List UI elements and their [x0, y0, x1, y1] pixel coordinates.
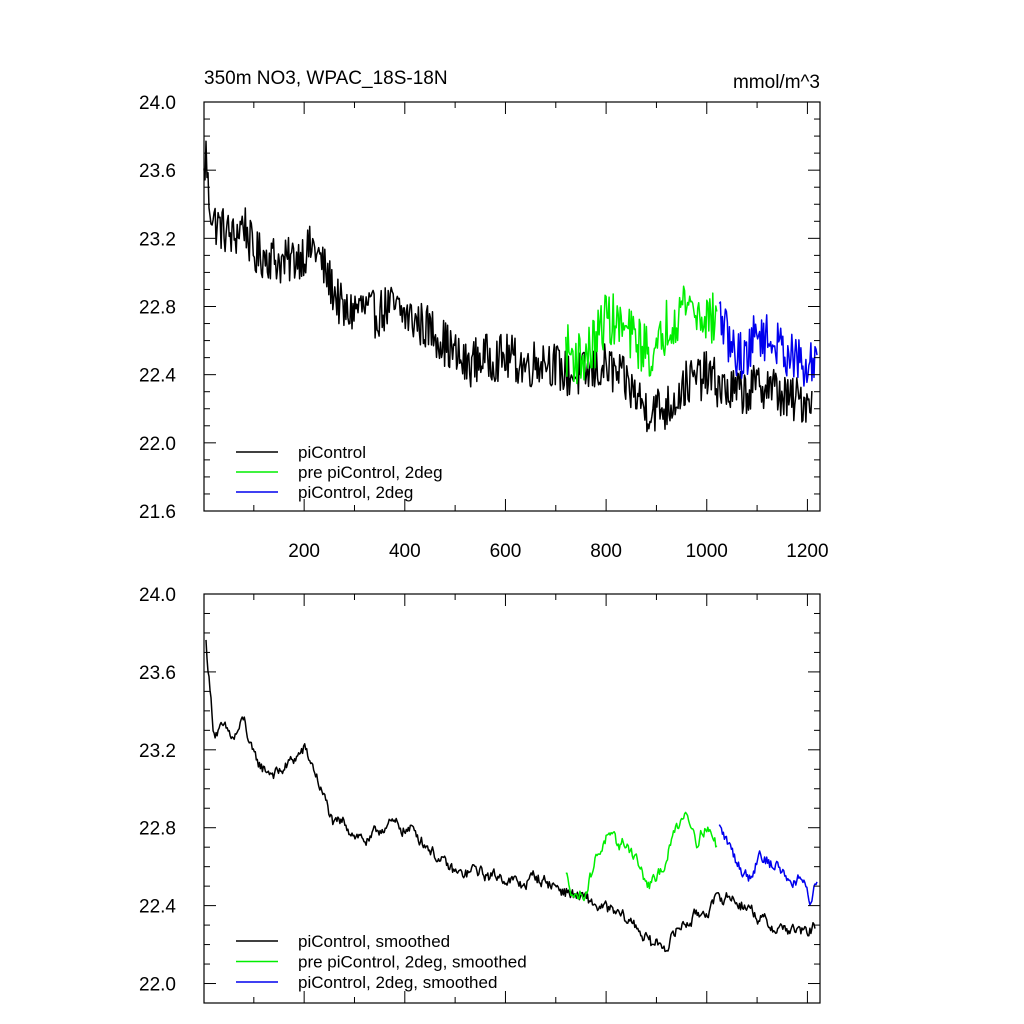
legend-label: piControl, 2deg [298, 483, 413, 502]
y-tick-label: 24.0 [139, 93, 176, 114]
y-tick-label: 23.2 [139, 741, 176, 762]
series-line-1 [565, 811, 718, 902]
legend-label: pre piControl, 2deg [298, 463, 443, 482]
y-tick-label: 22.4 [139, 366, 176, 387]
plot-frame [203, 101, 821, 512]
x-tick-label: 400 [389, 541, 421, 562]
legend-label: piControl [298, 443, 366, 462]
y-tick-label: 23.6 [139, 663, 176, 684]
y-tick-label: 22.8 [139, 298, 176, 319]
legend-label: piControl, 2deg, smoothed [298, 973, 497, 992]
chart-title: 350m NO3, WPAC_18S-18N [204, 68, 448, 89]
legend-label: pre piControl, 2deg, smoothed [298, 953, 527, 972]
bottom-panel: 22.0 22.4 22.8 23.2 23.6 24.0 piControl, smoot… [139, 585, 821, 1004]
series-line-0 [205, 639, 816, 953]
series-line-1 [565, 285, 718, 385]
y-tick-label: 23.2 [139, 229, 176, 250]
x-tick-label: 600 [490, 541, 522, 562]
y-tick-label: 22.4 [139, 897, 176, 918]
legend: piControl, smoothed pre piControl, 2deg, … [236, 932, 527, 992]
x-tick-label: 1200 [786, 541, 828, 562]
y-tick-label: 22.0 [139, 975, 176, 996]
series-line-2 [718, 301, 818, 387]
y-tick-label: 21.6 [139, 502, 176, 523]
y-tick-label: 24.0 [139, 585, 176, 606]
x-tick-label: 200 [288, 541, 320, 562]
y-tick-label: 23.6 [139, 161, 176, 182]
top-panel: 350m NO3, WPAC_18S-18N mmol/m^3 21.6 22.0… [139, 68, 829, 562]
series-line-2 [718, 824, 818, 906]
y-tick-label: 22.0 [139, 434, 176, 455]
legend-label: piControl, smoothed [298, 932, 450, 951]
series-line-0 [203, 140, 813, 433]
plot-frame [203, 593, 821, 1004]
units-label: mmol/m^3 [733, 72, 820, 93]
x-tick-label: 800 [590, 541, 622, 562]
y-tick-label: 22.8 [139, 819, 176, 840]
x-tick-label: 1000 [686, 541, 728, 562]
